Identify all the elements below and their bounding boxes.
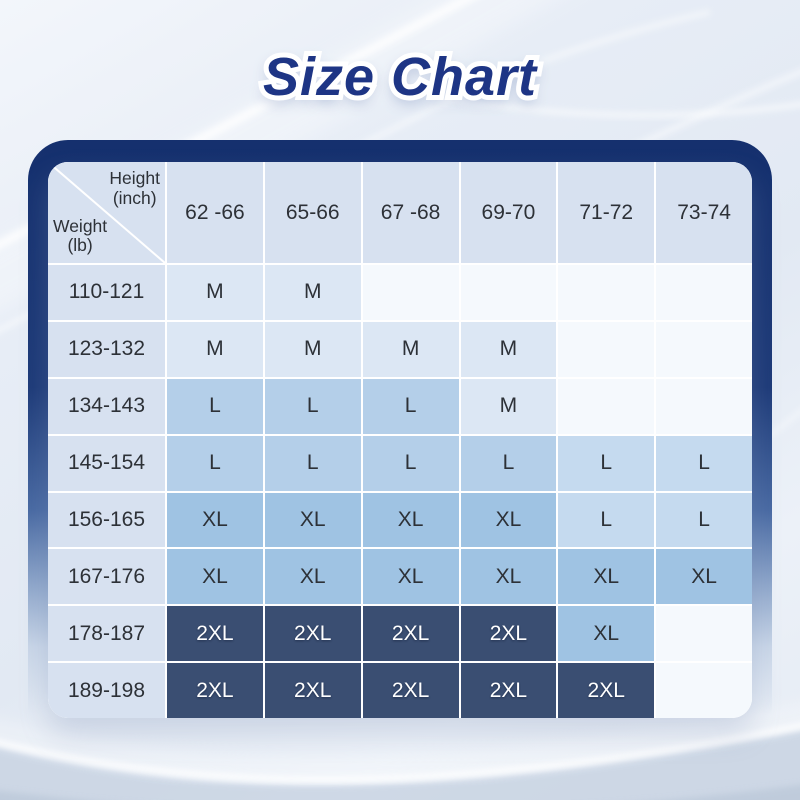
size-cell: L xyxy=(362,378,459,434)
size-cell xyxy=(656,663,752,718)
size-cell: M xyxy=(167,265,263,320)
size-cell: L xyxy=(264,378,361,434)
size-cell: M xyxy=(460,321,557,377)
row-header: 178-187 xyxy=(48,606,165,662)
size-cell xyxy=(558,378,655,434)
size-cell: L xyxy=(656,435,752,491)
size-cell: XL xyxy=(264,492,361,548)
size-cell xyxy=(558,265,655,320)
weight-axis-label: Weight (lb) xyxy=(53,215,108,256)
size-cell: M xyxy=(460,378,557,434)
size-cell: 2XL xyxy=(460,663,557,718)
size-cell: 2XL xyxy=(264,663,361,718)
column-header: 65-66 xyxy=(264,162,361,263)
size-cell: XL xyxy=(460,549,557,605)
column-header: 69-70 xyxy=(460,162,557,263)
size-cell: 2XL xyxy=(362,663,459,718)
size-chart-grid: Height (inch) Weight (lb) 62 -66 65-66 6… xyxy=(48,162,752,718)
size-cell: 2XL xyxy=(558,663,655,718)
size-cell: 2XL xyxy=(460,606,557,662)
row-header: 156-165 xyxy=(48,492,165,548)
size-cell: L xyxy=(656,492,752,548)
page-title-outline: Size Chart xyxy=(258,45,541,109)
size-cell: M xyxy=(264,265,361,320)
size-cell: XL xyxy=(460,492,557,548)
size-cell: M xyxy=(264,321,361,377)
diagonal-divider xyxy=(48,162,165,263)
size-chart-table: Height (inch) Weight (lb) 62 -66 65-66 6… xyxy=(48,162,752,718)
size-cell: XL xyxy=(362,492,459,548)
size-cell: 2XL xyxy=(167,663,263,718)
size-cell: M xyxy=(167,321,263,377)
size-cell: L xyxy=(460,435,557,491)
height-axis-label: Height (inch) xyxy=(109,168,160,208)
size-cell: L xyxy=(362,435,459,491)
size-cell: XL xyxy=(167,549,263,605)
size-cell xyxy=(460,265,557,320)
size-cell: L xyxy=(558,492,655,548)
column-header: 73-74 xyxy=(656,162,752,263)
size-cell xyxy=(558,321,655,377)
size-cell: XL xyxy=(558,549,655,605)
size-cell: 2XL xyxy=(362,606,459,662)
size-cell: M xyxy=(362,321,459,377)
size-cell xyxy=(656,321,752,377)
size-cell xyxy=(656,378,752,434)
column-header: 71-72 xyxy=(558,162,655,263)
size-cell: XL xyxy=(362,549,459,605)
size-cell: XL xyxy=(167,492,263,548)
row-header: 189-198 xyxy=(48,663,165,718)
size-cell: 2XL xyxy=(167,606,263,662)
page-title: Size Chart xyxy=(262,47,538,107)
size-cell: XL xyxy=(264,549,361,605)
size-cell: XL xyxy=(656,549,752,605)
size-cell: L xyxy=(167,378,263,434)
size-cell: L xyxy=(264,435,361,491)
size-cell xyxy=(656,265,752,320)
column-header: 62 -66 xyxy=(167,162,263,263)
column-header: 67 -68 xyxy=(362,162,459,263)
page-title-wrap: Size Chart Size Chart xyxy=(0,45,800,109)
row-header: 145-154 xyxy=(48,435,165,491)
corner-cell: Height (inch) Weight (lb) xyxy=(48,162,165,263)
size-cell: L xyxy=(167,435,263,491)
size-cell: 2XL xyxy=(264,606,361,662)
size-cell: L xyxy=(558,435,655,491)
row-header: 167-176 xyxy=(48,549,165,605)
row-header: 134-143 xyxy=(48,378,165,434)
size-cell xyxy=(656,606,752,662)
row-header: 110-121 xyxy=(48,265,165,320)
size-cell xyxy=(362,265,459,320)
row-header: 123-132 xyxy=(48,321,165,377)
size-cell: XL xyxy=(558,606,655,662)
